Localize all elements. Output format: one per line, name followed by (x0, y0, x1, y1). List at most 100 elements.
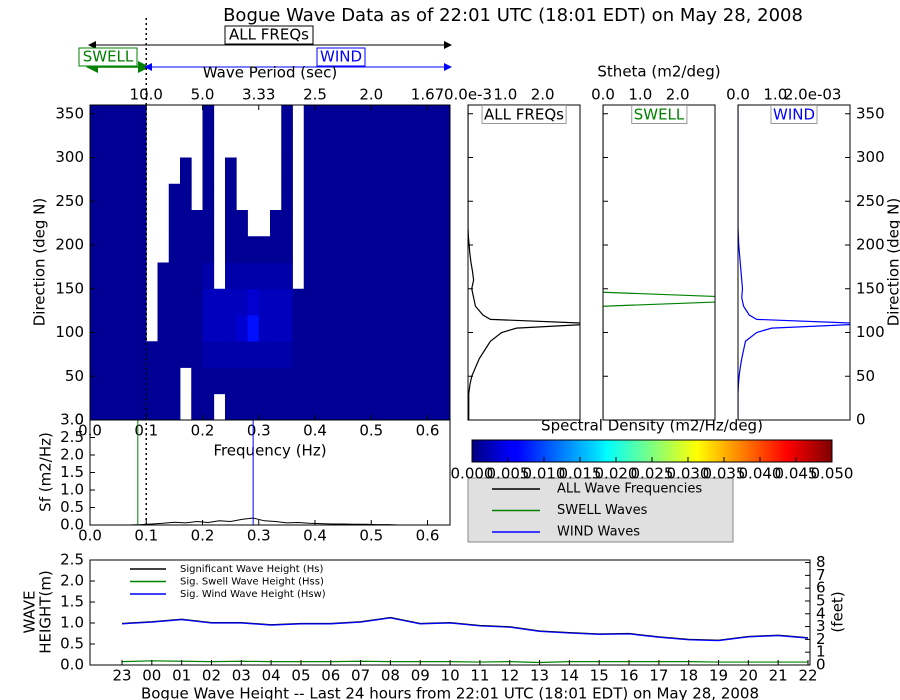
heatmap-cell (416, 105, 428, 132)
plot-background (738, 105, 850, 420)
heatmap-cell (236, 341, 248, 368)
heatmap-cell (225, 183, 237, 211)
heatmap-cell (135, 315, 147, 342)
heatmap-cell (90, 131, 102, 158)
heatmap-cell (281, 288, 293, 316)
annotation-box (316, 47, 366, 67)
heatmap-cell (326, 183, 338, 211)
chart-title: Bogue Wave Data as of 22:01 UTC (18:01 E… (223, 5, 803, 26)
tick-label: 00 (142, 667, 161, 685)
tick-label: 1.0 (763, 86, 787, 104)
tick-label: 150 (55, 279, 84, 297)
tick-label: 100 (856, 323, 885, 341)
tick-label: 0.4 (303, 422, 327, 440)
axis-label: Frequency (Hz) (213, 442, 326, 460)
tick-label: 3.33 (242, 86, 275, 104)
tick-label: 300 (55, 148, 84, 166)
tick-label: 0 (816, 656, 826, 674)
heatmap-cell (281, 105, 293, 132)
heatmap-cell (393, 183, 406, 211)
heatmap-cell (281, 183, 293, 211)
heatmap-cell (416, 157, 428, 185)
heatmap-cell (393, 288, 406, 316)
heatmap-cell (416, 315, 428, 342)
heatmap-cell (348, 341, 361, 368)
heatmap-cell (326, 236, 338, 263)
heatmap-cell (191, 262, 203, 290)
heatmap-cell (303, 288, 316, 316)
plot-frame (89, 559, 811, 666)
tick-label: 350 (856, 104, 885, 122)
heatmap-cell (405, 131, 417, 158)
heatmap-cell (236, 210, 248, 237)
heatmap-cell (360, 105, 372, 132)
panel-title-box (631, 105, 688, 124)
tick-label: 11 (470, 667, 489, 685)
tick-label: 09 (411, 667, 430, 685)
heatmap-cell (247, 262, 260, 290)
tick-label: 8 (816, 553, 826, 571)
heatmap-cell (258, 341, 271, 368)
heatmap-cell (326, 341, 338, 368)
tick-label: 0.5 (60, 498, 84, 516)
heatmap-cell (348, 288, 361, 316)
heatmap-cell (405, 341, 417, 368)
tick-label: 3.0 (60, 411, 84, 429)
heatmap-cell (168, 262, 181, 290)
heatmap-cell (258, 315, 271, 342)
heatmap-cell (90, 157, 102, 185)
heatmap-cell (101, 393, 113, 420)
heatmap-cell (101, 157, 113, 185)
heatmap-cell (371, 157, 383, 185)
panel-title-box (770, 105, 818, 124)
heatmap-cell (213, 315, 226, 342)
tick-label: 0.3 (247, 527, 271, 545)
plot-background (603, 105, 715, 420)
heatmap-cell (427, 183, 440, 211)
heatmap-cell (202, 315, 215, 342)
heatmap-cell (315, 367, 327, 395)
heatmap-cell (382, 183, 395, 211)
heatmap-cell (315, 183, 327, 211)
heatmap-cell (438, 210, 450, 237)
heatmap-cell (303, 367, 316, 395)
tick-label: 2.0e-03 (784, 86, 842, 104)
heatmap-cell (315, 236, 327, 263)
tick-label: 0.1 (134, 422, 158, 440)
heatmap-cell (168, 183, 181, 211)
heatmap-cell (146, 393, 158, 420)
legend-label: Sig. Swell Wave Height (Hss) (180, 577, 324, 588)
heatmap-cell (281, 341, 293, 368)
heatmap-cell (135, 367, 147, 395)
tick-label: 0.3 (247, 422, 271, 440)
heatmap-cell (202, 288, 215, 316)
heatmap-cell (168, 341, 181, 368)
heatmap-cell (123, 157, 136, 185)
heatmap-cell (135, 236, 147, 263)
tick-label: 250 (856, 192, 885, 210)
heatmap-cell (438, 341, 450, 368)
heatmap-cell (135, 262, 147, 290)
heatmap-cell (393, 105, 406, 132)
heatmap-cell (393, 367, 406, 395)
heatmap-cell (427, 367, 440, 395)
tick-label: 0.2 (191, 527, 215, 545)
heatmap-cell (202, 210, 215, 237)
heatmap-cell (270, 262, 282, 290)
heatmap-cell (405, 210, 417, 237)
heatmap-cell (371, 210, 383, 237)
heatmap-cell (191, 236, 203, 263)
heatmap-cell (225, 393, 237, 420)
heatmap-cell (405, 288, 417, 316)
tick-label: 19 (709, 667, 728, 685)
tick-label: 16 (619, 667, 638, 685)
heatmap-cell (191, 315, 203, 342)
tick-label: 0.040 (739, 465, 782, 483)
heatmap-cell (427, 341, 440, 368)
heatmap-cell (303, 262, 316, 290)
heatmap-cell (135, 341, 147, 368)
heatmap-cell (292, 288, 305, 316)
direction-spectrum-line (468, 105, 580, 420)
heatmap-cell (101, 288, 113, 316)
heatmap-cell (303, 157, 316, 185)
